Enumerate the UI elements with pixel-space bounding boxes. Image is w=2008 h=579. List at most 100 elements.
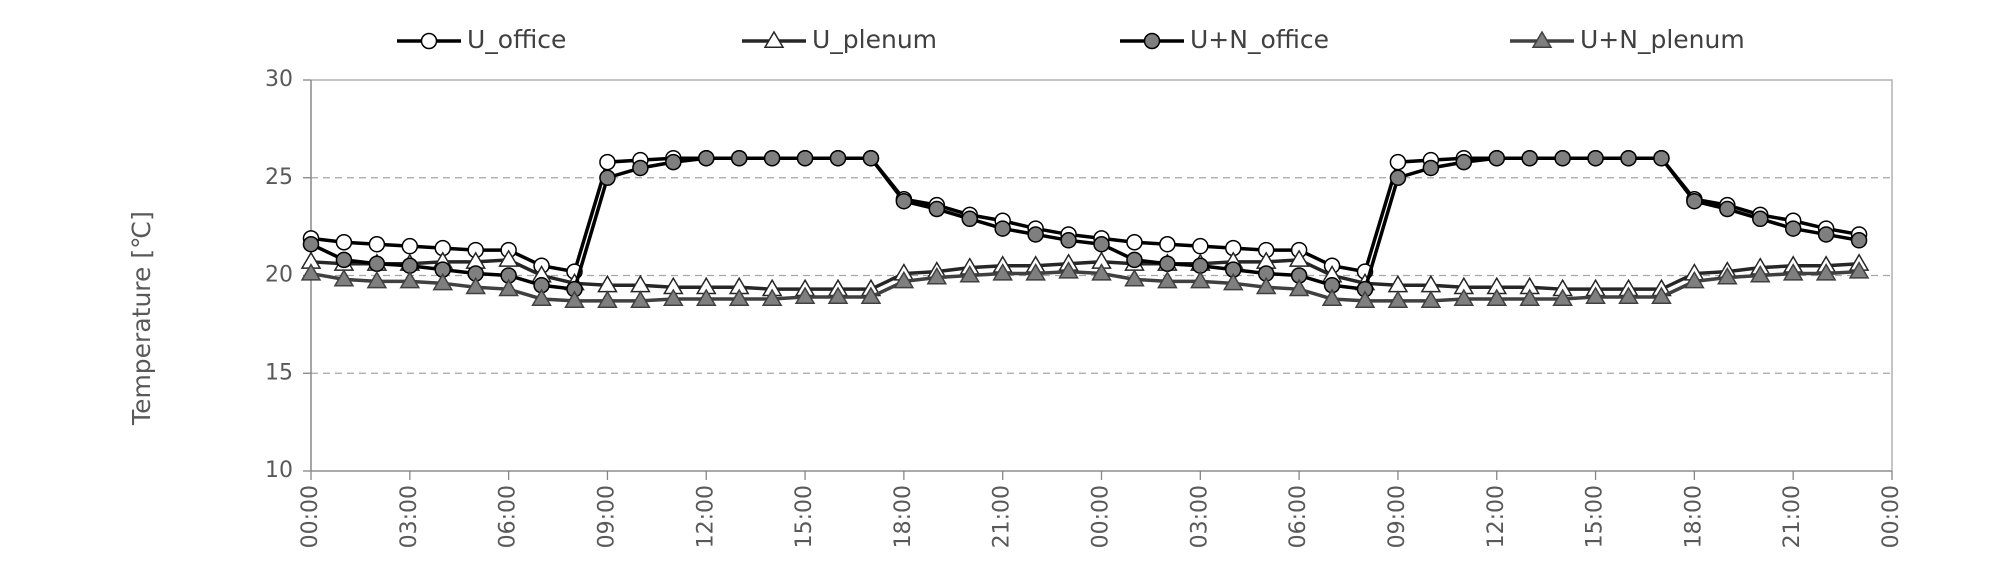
x-tick-label: 12:00 bbox=[693, 485, 718, 548]
y-tick-label: 20 bbox=[265, 263, 293, 288]
x-tick-label: 21:00 bbox=[990, 485, 1015, 548]
marker bbox=[1389, 153, 1407, 171]
marker bbox=[420, 32, 438, 50]
marker bbox=[1653, 149, 1670, 167]
marker bbox=[630, 290, 651, 308]
marker bbox=[1618, 286, 1639, 305]
marker bbox=[531, 288, 552, 307]
marker bbox=[959, 265, 981, 283]
marker bbox=[1060, 232, 1077, 249]
marker bbox=[928, 200, 946, 218]
marker bbox=[1620, 149, 1637, 167]
legend-label: U+N_plenum bbox=[1580, 25, 1745, 54]
marker bbox=[698, 149, 715, 167]
marker bbox=[300, 263, 322, 281]
y-axis-title: Temperature [℃] bbox=[127, 211, 156, 426]
y-tick-label: 15 bbox=[265, 360, 293, 385]
marker bbox=[961, 210, 978, 228]
y-tick-label: 25 bbox=[265, 165, 293, 190]
marker bbox=[564, 290, 585, 308]
x-tick-label: 03:00 bbox=[397, 485, 422, 548]
marker bbox=[796, 149, 814, 167]
marker bbox=[597, 290, 618, 308]
marker bbox=[1091, 263, 1112, 281]
marker bbox=[794, 286, 816, 305]
marker bbox=[1420, 290, 1442, 308]
marker bbox=[1455, 153, 1473, 171]
marker bbox=[302, 235, 320, 253]
marker bbox=[860, 286, 882, 305]
x-tick-label: 18:00 bbox=[1681, 485, 1706, 548]
marker bbox=[1389, 169, 1407, 186]
marker bbox=[728, 288, 750, 307]
marker bbox=[730, 149, 748, 167]
x-tick-label: 06:00 bbox=[1286, 485, 1311, 548]
marker bbox=[1157, 270, 1178, 289]
marker bbox=[335, 234, 353, 251]
marker bbox=[1585, 286, 1606, 305]
marker bbox=[1817, 226, 1835, 243]
marker bbox=[665, 153, 682, 171]
marker bbox=[599, 169, 616, 186]
marker bbox=[1143, 32, 1161, 50]
marker bbox=[1159, 235, 1176, 253]
marker bbox=[763, 149, 781, 167]
x-tick-label: 09:00 bbox=[1385, 485, 1410, 548]
marker bbox=[1488, 149, 1505, 167]
marker bbox=[1189, 270, 1211, 289]
marker bbox=[1321, 288, 1343, 307]
marker bbox=[761, 288, 783, 307]
marker bbox=[1126, 251, 1143, 269]
marker bbox=[335, 251, 353, 269]
marker bbox=[1486, 288, 1508, 307]
marker bbox=[368, 235, 386, 253]
x-tick-label: 00:00 bbox=[1879, 485, 1904, 548]
marker bbox=[401, 237, 419, 255]
marker bbox=[368, 255, 386, 273]
marker bbox=[1651, 286, 1672, 305]
marker bbox=[1027, 226, 1044, 243]
marker bbox=[1815, 263, 1837, 281]
legend-item: U_plenum bbox=[742, 25, 937, 54]
marker bbox=[1387, 290, 1409, 308]
marker bbox=[1521, 149, 1538, 167]
x-tick-label: 12:00 bbox=[1484, 485, 1509, 548]
marker bbox=[1126, 234, 1143, 251]
marker bbox=[1552, 288, 1573, 307]
marker bbox=[1784, 220, 1802, 237]
legend-label: U+N_office bbox=[1190, 25, 1329, 54]
marker bbox=[1554, 149, 1571, 167]
marker bbox=[333, 268, 355, 287]
marker bbox=[1782, 263, 1804, 281]
marker bbox=[1288, 249, 1310, 267]
marker bbox=[465, 276, 486, 295]
marker bbox=[1719, 200, 1736, 218]
series bbox=[300, 261, 1870, 308]
marker bbox=[893, 270, 915, 289]
x-tick-label: 06:00 bbox=[496, 485, 521, 548]
marker bbox=[663, 288, 684, 307]
marker bbox=[763, 30, 785, 49]
marker bbox=[1716, 266, 1738, 285]
legend-item: U+N_office bbox=[1120, 25, 1329, 54]
marker bbox=[498, 249, 519, 267]
marker bbox=[632, 159, 649, 177]
marker bbox=[599, 153, 616, 171]
marker bbox=[432, 272, 454, 291]
marker bbox=[1531, 30, 1553, 49]
marker bbox=[366, 270, 388, 289]
marker bbox=[1749, 265, 1771, 283]
x-tick-label: 15:00 bbox=[1583, 485, 1608, 548]
marker bbox=[895, 192, 913, 210]
y-tick-label: 10 bbox=[265, 458, 293, 483]
x-tick-label: 00:00 bbox=[298, 485, 323, 548]
x-tick-label: 18:00 bbox=[891, 485, 916, 548]
marker bbox=[1192, 237, 1209, 255]
marker bbox=[1684, 270, 1705, 289]
marker bbox=[1058, 261, 1079, 279]
y-tick-label: 30 bbox=[265, 67, 293, 92]
marker bbox=[926, 266, 948, 285]
marker bbox=[829, 149, 847, 167]
